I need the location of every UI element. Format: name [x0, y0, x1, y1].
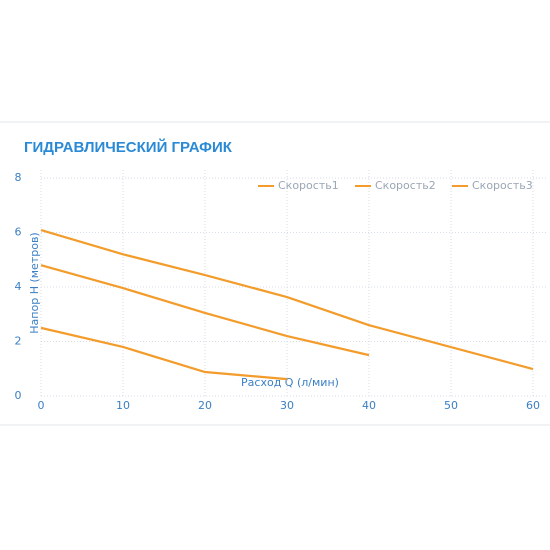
legend-label: Скорость1: [278, 179, 339, 192]
x-tick-label: 40: [362, 399, 376, 412]
x-tick-label: 50: [444, 399, 458, 412]
x-axis-label: Расход Q (л/мин): [241, 376, 339, 389]
legend-label: Скорость3: [472, 179, 533, 192]
series-line: [40, 264, 370, 357]
y-tick-label: 0: [15, 389, 22, 402]
y-tick-label: 6: [15, 226, 22, 239]
x-tick-label: 0: [38, 399, 45, 412]
y-tick-label: 2: [15, 335, 22, 348]
y-axis-label: Напор Н (метров): [28, 232, 41, 333]
x-tick-label: 20: [198, 399, 212, 412]
x-tick-label: 60: [526, 399, 540, 412]
y-tick-label: 8: [15, 171, 22, 184]
legend-label: Скорость2: [375, 179, 436, 192]
y-tick-label: 4: [15, 280, 22, 293]
series-line: [40, 228, 534, 371]
x-tick-label: 10: [116, 399, 130, 412]
chart-title: ГИДРАВЛИЧЕСКИЙ ГРАФИК: [24, 138, 233, 156]
x-tick-label: 30: [280, 399, 294, 412]
series-line: [40, 326, 288, 381]
